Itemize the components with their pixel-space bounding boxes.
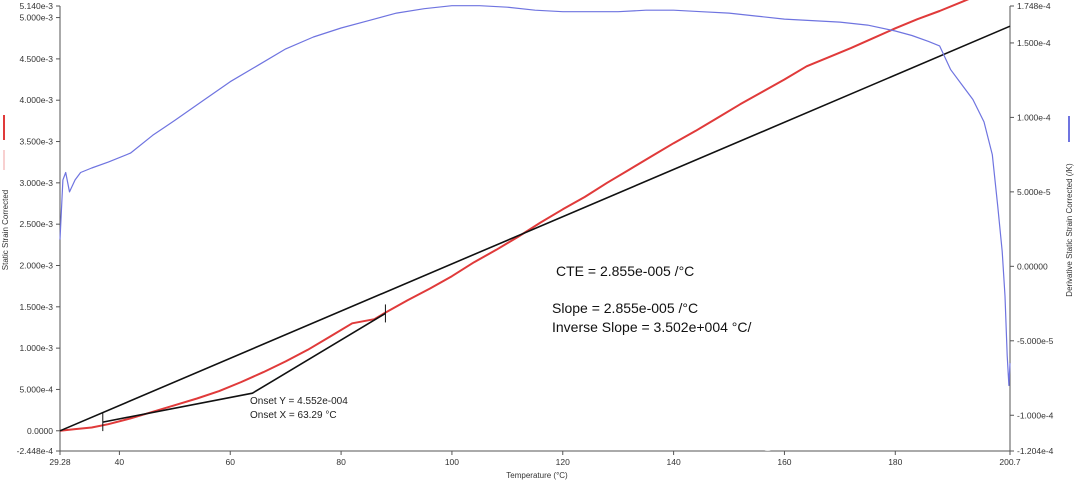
y-left-tick-label: 2.500e-3 [19,219,53,229]
x-tick-label: 100 [445,457,459,467]
y-right-tick-label: 0.00000 [1017,261,1048,271]
y-right-tick-label: -5.000e-5 [1017,336,1054,346]
y-right-tick-label: 1.000e-4 [1017,112,1051,122]
y-left-tick-label: 1.000e-3 [19,343,53,353]
y-right-tick-label: 5.000e-5 [1017,187,1051,197]
y-left-tick-label: 4.500e-3 [19,54,53,64]
y-left-tick-label: 1.500e-3 [19,302,53,312]
y-axis-right-label: Derivative Static Strain Corrected (/K) [1065,163,1074,297]
y-right-tick-label: 1.748e-4 [1017,1,1051,11]
cte-annotation: CTE = 2.855e-005 /°C [556,263,694,279]
series-line-onset-tangent [102,312,386,423]
x-tick-label: 40 [115,457,125,467]
x-tick-label: 29.28 [49,457,71,467]
x-tick-label: 60 [226,457,236,467]
watermark: 知乎 @A0禾川化学孟工 1 [700,425,978,453]
x-tick-label: 200.7 [999,457,1021,467]
inverse-slope-annotation: Inverse Slope = 3.502e+004 °C/ [552,319,752,335]
series-line-fit [59,25,1011,432]
y-left-tick-label: 4.000e-3 [19,95,53,105]
y-left-tick-label: 2.000e-3 [19,260,53,270]
series-line-derivative [59,5,1011,387]
y-left-tick-label: 3.000e-3 [19,178,53,188]
y-right-tick-label: -1.000e-4 [1017,410,1054,420]
series-line-strain [59,0,970,432]
x-tick-label: 160 [777,457,791,467]
x-axis-label: Temperature (°C) [506,471,568,480]
y-right-tick-label: -1.204e-4 [1017,446,1054,456]
y-left-tick-label: 5.000e-4 [19,384,53,394]
x-tick-label: 180 [888,457,902,467]
y-left-tick-label: 5.000e-3 [19,13,53,23]
y-left-tick-label: 5.140e-3 [19,1,53,11]
x-tick-label: 120 [556,457,570,467]
slope-annotation: Slope = 2.855e-005 /°C [552,300,698,316]
onset-x-annotation: Onset X = 63.29 °C [250,410,337,421]
x-tick-label: 80 [336,457,346,467]
y-left-tick-label: -2.448e-4 [17,446,54,456]
y-axis-left-label: Static Strain Corrected [1,190,10,270]
y-left-tick-label: 3.500e-3 [19,137,53,147]
x-tick-label: 140 [667,457,681,467]
onset-y-annotation: Onset Y = 4.552e-004 [250,396,348,407]
y-left-tick-label: 0.0000 [27,426,53,436]
axis-ticks: 29.28 40 60 80 100 120 140 160 180 200.7 -2.448e-4… [17,1,1054,467]
y-right-tick-label: 1.500e-4 [1017,38,1051,48]
series-group [59,0,1011,432]
